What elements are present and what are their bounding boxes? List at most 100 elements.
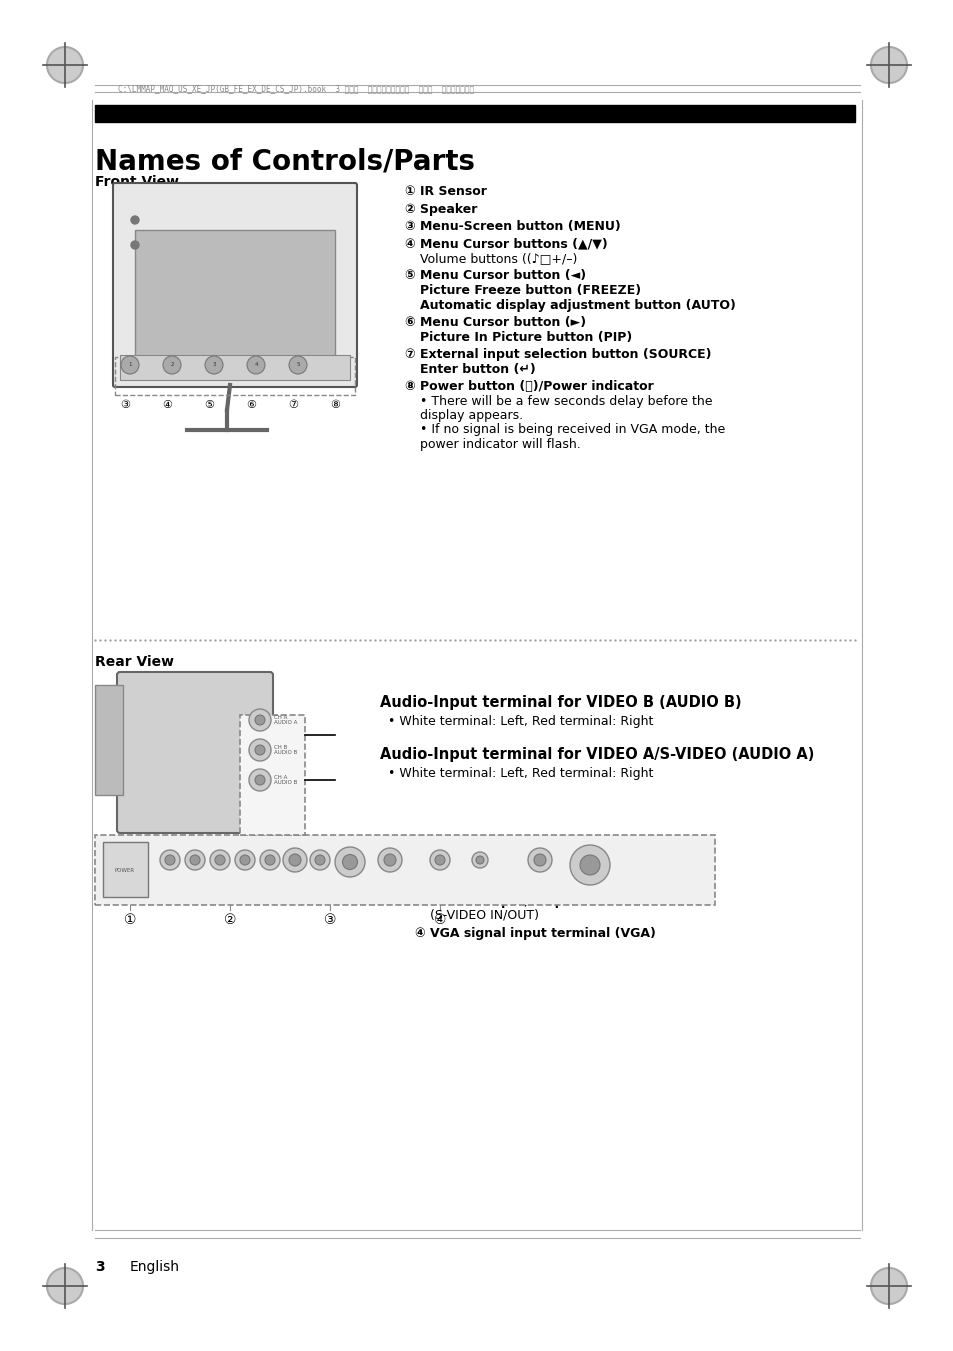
Circle shape: [265, 855, 274, 865]
Circle shape: [476, 857, 483, 865]
Text: Rear View: Rear View: [95, 655, 173, 669]
Circle shape: [249, 709, 271, 731]
Text: ⑤ Menu Cursor button (◄): ⑤ Menu Cursor button (◄): [405, 269, 585, 282]
Text: POWER: POWER: [114, 867, 135, 873]
Circle shape: [165, 855, 174, 865]
Text: Names of Controls/Parts: Names of Controls/Parts: [95, 149, 475, 176]
Circle shape: [214, 855, 225, 865]
Circle shape: [435, 855, 444, 865]
Circle shape: [289, 854, 301, 866]
Text: ③ S-Video-Input/Output terminals: ③ S-Video-Input/Output terminals: [415, 894, 649, 908]
Circle shape: [163, 357, 181, 374]
Text: Picture In Picture button (PIP): Picture In Picture button (PIP): [419, 331, 632, 343]
Circle shape: [249, 769, 271, 790]
FancyBboxPatch shape: [117, 671, 273, 834]
Text: Audio-Input terminal for VIDEO A/S-VIDEO (AUDIO A): Audio-Input terminal for VIDEO A/S-VIDEO…: [379, 747, 814, 762]
Text: ⑧ Power button (⏻)/Power indicator: ⑧ Power button (⏻)/Power indicator: [405, 380, 653, 393]
Circle shape: [870, 47, 906, 82]
Text: ④: ④: [162, 400, 172, 409]
Bar: [103, 842, 148, 897]
Text: ③: ③: [323, 913, 335, 927]
Text: ⑤: ⑤: [204, 400, 213, 409]
Circle shape: [283, 848, 307, 871]
Text: Automatic display adjustment button (AUTO): Automatic display adjustment button (AUT…: [419, 299, 735, 312]
Text: IN   OUT: IN OUT: [183, 896, 205, 901]
Text: VIDEO B: VIDEO B: [247, 889, 273, 894]
Text: Picture Freeze button (FREEZE): Picture Freeze button (FREEZE): [419, 284, 640, 297]
Circle shape: [384, 854, 395, 866]
Text: 3: 3: [212, 362, 215, 367]
Text: 4: 4: [254, 362, 257, 367]
Text: ③: ③: [120, 400, 130, 409]
Circle shape: [47, 1269, 83, 1304]
Circle shape: [249, 739, 271, 761]
Text: (VIDEO A IN/OUT, VIDEO B IN/OUT): (VIDEO A IN/OUT, VIDEO B IN/OUT): [430, 877, 647, 890]
Text: Volume buttons ((♪□+/–): Volume buttons ((♪□+/–): [419, 253, 577, 265]
Bar: [120, 355, 350, 380]
Circle shape: [254, 715, 265, 725]
Circle shape: [870, 1269, 906, 1304]
Circle shape: [121, 357, 139, 374]
Text: VIDEO A: VIDEO A: [193, 889, 220, 894]
Text: ② Video-Input/Output terminals: ② Video-Input/Output terminals: [415, 863, 636, 875]
Circle shape: [534, 854, 545, 866]
Circle shape: [190, 855, 200, 865]
Text: ①: ①: [124, 913, 136, 927]
Bar: [95, 685, 123, 794]
Text: ⑦: ⑦: [288, 400, 297, 409]
Circle shape: [579, 855, 599, 875]
Circle shape: [527, 848, 552, 871]
Circle shape: [569, 844, 609, 885]
Circle shape: [160, 850, 180, 870]
Circle shape: [210, 850, 230, 870]
FancyBboxPatch shape: [240, 715, 305, 835]
Text: (S-VIDEO IN/OUT): (S-VIDEO IN/OUT): [430, 909, 538, 921]
Text: • White terminal: Left, Red terminal: Right: • White terminal: Left, Red terminal: Ri…: [388, 767, 653, 780]
Circle shape: [289, 357, 307, 374]
Text: 5: 5: [296, 362, 299, 367]
Text: ⑥: ⑥: [246, 400, 255, 409]
Text: 1: 1: [128, 362, 132, 367]
Text: Front View: Front View: [95, 176, 179, 189]
Circle shape: [310, 850, 330, 870]
Text: VGA: VGA: [582, 888, 597, 894]
Text: ① Power socket (POWER): ① Power socket (POWER): [415, 844, 591, 858]
Text: IN   OUT: IN OUT: [244, 896, 266, 901]
Text: ① IR Sensor: ① IR Sensor: [405, 185, 486, 199]
Text: Audio-Input terminal for VIDEO B (AUDIO B): Audio-Input terminal for VIDEO B (AUDIO …: [379, 694, 740, 711]
Circle shape: [254, 775, 265, 785]
Text: • White terminal: Left, Red terminal: Right: • White terminal: Left, Red terminal: Ri…: [388, 715, 653, 728]
Text: ⑦ External input selection button (SOURCE): ⑦ External input selection button (SOURC…: [405, 349, 711, 361]
Text: 3: 3: [95, 1260, 105, 1274]
Text: ②: ②: [115, 240, 125, 250]
Circle shape: [430, 850, 450, 870]
Text: S-VIDEO: S-VIDEO: [307, 889, 333, 894]
Bar: [95, 105, 854, 122]
Circle shape: [335, 847, 365, 877]
FancyBboxPatch shape: [112, 182, 356, 386]
Text: ①: ①: [115, 215, 125, 226]
Text: • There will be a few seconds delay before the: • There will be a few seconds delay befo…: [419, 394, 712, 408]
Text: CH B
AUDIO B: CH B AUDIO B: [274, 744, 297, 755]
Circle shape: [205, 357, 223, 374]
Text: ⑥ Menu Cursor button (►): ⑥ Menu Cursor button (►): [405, 316, 585, 330]
Circle shape: [472, 852, 488, 867]
Text: Enter button (↵): Enter button (↵): [419, 362, 536, 376]
Circle shape: [314, 855, 325, 865]
Text: display appears.: display appears.: [419, 409, 522, 422]
Text: ④ Menu Cursor buttons (▲/▼): ④ Menu Cursor buttons (▲/▼): [405, 238, 607, 250]
Text: ③ Menu-Screen button (MENU): ③ Menu-Screen button (MENU): [405, 220, 620, 232]
Text: • If no signal is being received in VGA mode, the: • If no signal is being received in VGA …: [419, 423, 724, 436]
Text: CH A
AUDIO A: CH A AUDIO A: [274, 715, 297, 725]
Text: ④: ④: [434, 913, 446, 927]
Bar: [135, 230, 335, 370]
Text: ② Speaker: ② Speaker: [405, 203, 476, 216]
Text: C:\LMMAP_MAQ_US_XE_JP(GB_FE_EX_DE_CS_JP).book  3 ページ  ２００９年７月７日  火曜日  午後４時５７分: C:\LMMAP_MAQ_US_XE_JP(GB_FE_EX_DE_CS_JP)…: [118, 85, 474, 93]
Circle shape: [247, 357, 265, 374]
Circle shape: [377, 848, 401, 871]
Circle shape: [260, 850, 280, 870]
Text: POWER: POWER: [150, 889, 172, 894]
Circle shape: [254, 744, 265, 755]
Text: ④ VGA signal input terminal (VGA): ④ VGA signal input terminal (VGA): [415, 927, 656, 940]
Text: English: English: [130, 1260, 180, 1274]
